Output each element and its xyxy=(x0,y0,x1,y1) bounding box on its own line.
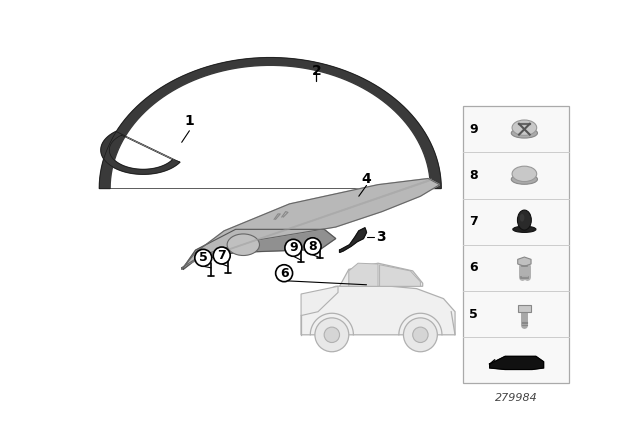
Text: 5: 5 xyxy=(199,251,207,264)
Text: 9: 9 xyxy=(289,241,298,254)
Text: 279984: 279984 xyxy=(495,392,537,403)
Polygon shape xyxy=(182,178,440,269)
Text: 8: 8 xyxy=(308,240,317,253)
Polygon shape xyxy=(518,257,531,266)
Polygon shape xyxy=(490,356,543,370)
Ellipse shape xyxy=(512,120,537,135)
Ellipse shape xyxy=(513,226,536,233)
Circle shape xyxy=(213,247,230,264)
Polygon shape xyxy=(101,131,180,174)
Polygon shape xyxy=(340,263,422,286)
Polygon shape xyxy=(340,228,367,252)
Text: 6: 6 xyxy=(280,267,289,280)
FancyBboxPatch shape xyxy=(518,305,531,313)
Text: 7: 7 xyxy=(469,215,478,228)
Circle shape xyxy=(315,318,349,352)
Ellipse shape xyxy=(511,174,538,184)
Circle shape xyxy=(403,318,437,352)
Polygon shape xyxy=(349,263,378,286)
Text: 4: 4 xyxy=(362,172,371,186)
Text: 7: 7 xyxy=(218,249,226,262)
Text: 5: 5 xyxy=(469,307,478,320)
Text: 3: 3 xyxy=(376,230,386,244)
Circle shape xyxy=(195,250,212,266)
Text: 6: 6 xyxy=(469,261,478,274)
Circle shape xyxy=(324,327,340,343)
Polygon shape xyxy=(301,286,338,315)
Circle shape xyxy=(276,265,292,282)
Polygon shape xyxy=(183,229,336,269)
Text: 2: 2 xyxy=(312,64,321,78)
Polygon shape xyxy=(99,58,441,189)
Circle shape xyxy=(285,239,302,256)
Circle shape xyxy=(304,238,321,255)
Ellipse shape xyxy=(518,210,531,230)
Text: 9: 9 xyxy=(469,123,478,136)
Ellipse shape xyxy=(520,214,524,222)
Ellipse shape xyxy=(512,166,537,181)
Ellipse shape xyxy=(227,234,259,255)
Text: 1: 1 xyxy=(184,114,195,129)
Circle shape xyxy=(413,327,428,343)
Polygon shape xyxy=(380,265,420,286)
Ellipse shape xyxy=(511,128,538,138)
Polygon shape xyxy=(301,285,455,335)
Text: 8: 8 xyxy=(469,169,478,182)
FancyBboxPatch shape xyxy=(463,106,569,383)
